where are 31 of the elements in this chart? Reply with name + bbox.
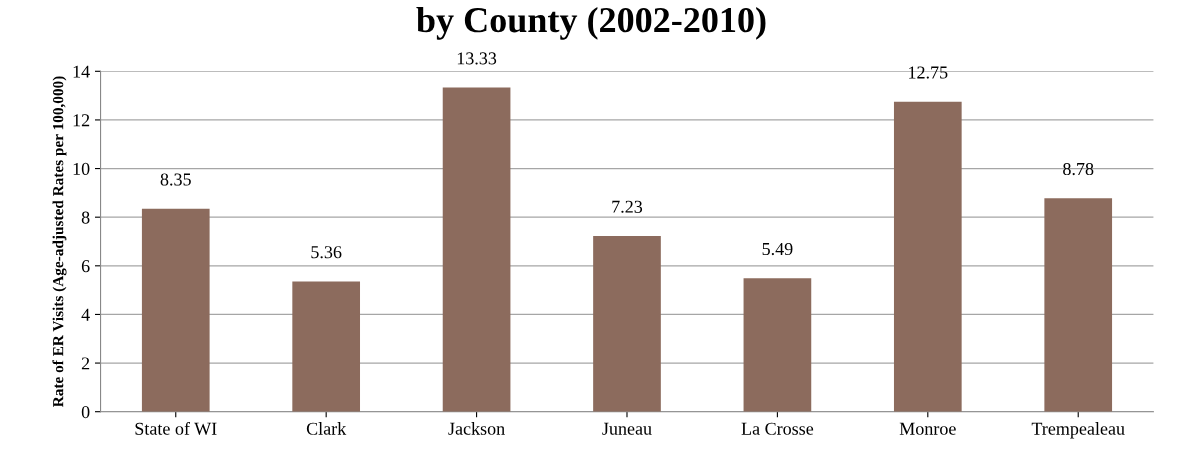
x-tick-label: Jackson (448, 422, 505, 435)
data-label: 7.23 (612, 200, 643, 213)
data-label: 5.36 (311, 246, 342, 259)
y-tick-label: 8 (81, 211, 90, 224)
data-label: 5.49 (762, 242, 793, 256)
y-axis-title: Rate of ER Visits (Age-adjusted Rates per 100,000) (52, 76, 67, 408)
bar (1044, 198, 1113, 412)
bar (743, 278, 812, 412)
x-tick-label: Monroe (899, 422, 956, 435)
data-label: 8.35 (160, 173, 191, 186)
y-tick-label: 14 (73, 65, 90, 78)
bar (593, 235, 661, 412)
bar (141, 208, 210, 412)
data-label: 12.75 (909, 66, 948, 79)
x-tick-label: Trempealeau (1031, 422, 1125, 439)
y-tick-label: 0 (81, 405, 90, 419)
y-tick-label: 2 (81, 357, 90, 370)
data-label: 13.33 (457, 52, 497, 65)
y-tick-label: 6 (81, 260, 90, 273)
x-tick-label: Juneau (602, 422, 652, 435)
data-label: 8.78 (1063, 162, 1094, 176)
chart-title: by County (2002-2010) (416, 6, 766, 40)
bar (292, 281, 361, 412)
bar (893, 101, 962, 412)
x-tick-label: State of WI (135, 421, 217, 435)
x-tick-label: Clark (306, 422, 347, 435)
bar (442, 87, 511, 412)
x-tick-label: La Crosse (741, 422, 814, 435)
y-tick-label: 12 (73, 114, 90, 127)
y-tick-label: 4 (81, 308, 90, 321)
y-tick-label: 10 (73, 162, 90, 175)
